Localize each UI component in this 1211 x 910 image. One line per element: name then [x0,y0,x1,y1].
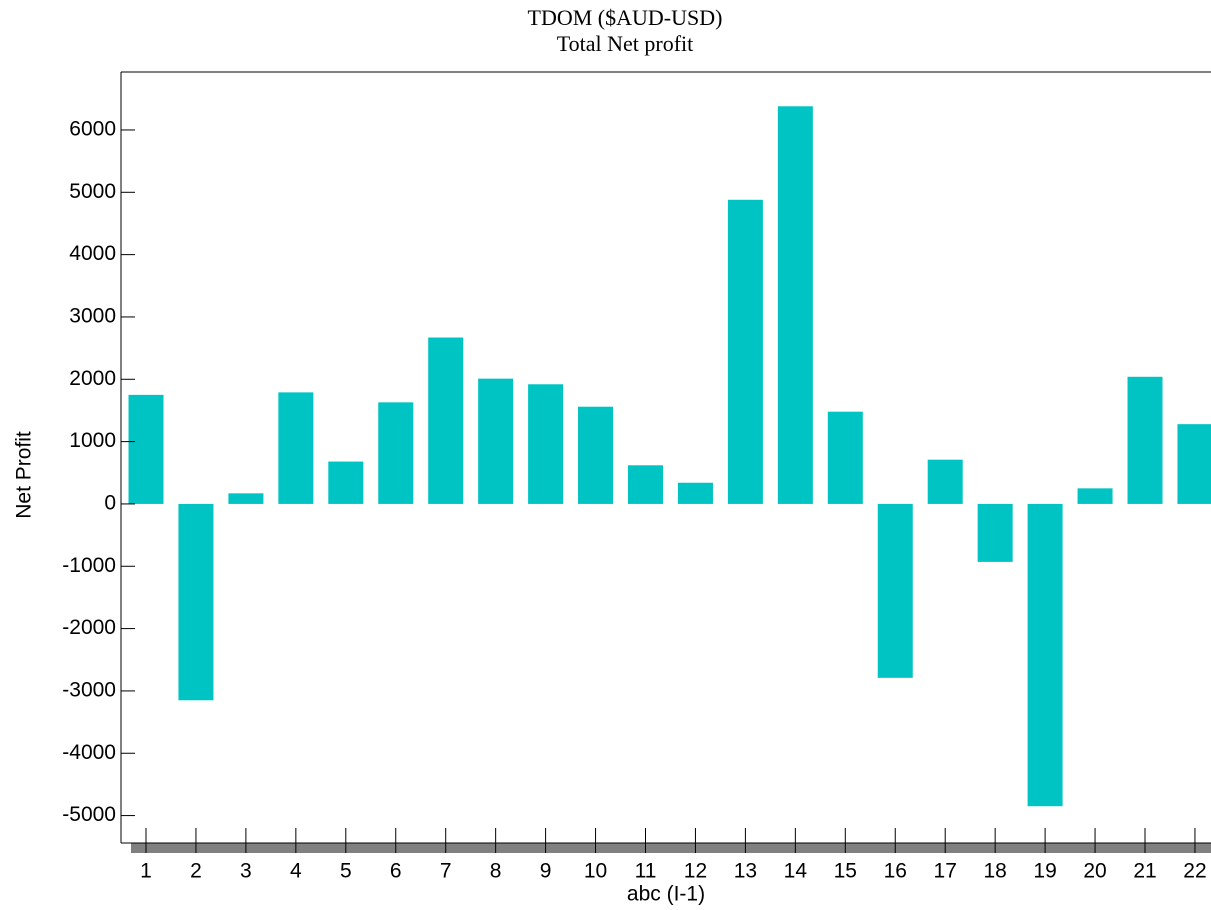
bar [378,402,414,504]
x-tick-label: 10 [584,860,607,883]
x-tick-label: 5 [340,860,352,883]
bar [777,106,813,504]
bar [727,199,763,504]
bar [178,503,214,701]
y-tick-label: -2000 [62,616,116,639]
x-tick-label: 9 [540,860,552,883]
bar [478,378,514,504]
x-tick-label: 4 [290,860,302,883]
y-tick-label: 5000 [69,180,116,203]
x-axis-title: abc (I-1) [627,883,705,906]
x-tick-label: 22 [1183,860,1206,883]
bar [628,465,663,504]
y-tick-label: 4000 [69,242,116,265]
plot-area [128,106,1211,807]
x-tick-label: 14 [784,860,808,883]
bar [927,459,963,504]
bar [428,337,464,504]
y-tick-label: -4000 [62,741,116,764]
chart-subtitle: Total Net profit [557,31,694,56]
bar [328,461,364,504]
y-tick-label: 1000 [69,429,116,452]
y-axis-title: Net Profit [13,431,36,519]
x-tick-label: 11 [635,860,657,883]
x-tick-label: 7 [440,860,452,883]
bar [1177,424,1211,504]
x-tick-label: 1 [140,860,152,883]
x-tick-label: 16 [884,860,907,883]
x-tick-label: 21 [1133,860,1156,883]
y-tick-label: -3000 [62,678,116,701]
bar [578,406,614,504]
y-tick-label: 2000 [69,367,116,390]
bar [1127,376,1163,504]
bar [827,411,863,504]
x-tick-label: 18 [983,860,1006,883]
x-tick-label: 20 [1083,860,1106,883]
y-tick-label: 6000 [69,118,116,141]
x-axis-bar [131,843,1211,853]
x-tick-label: 19 [1033,860,1056,883]
x-tick-label: 6 [390,860,402,883]
x-tick-label: 17 [934,860,957,883]
x-tick-label: 13 [734,860,757,883]
x-tick-label: 3 [240,860,252,883]
bar [977,503,1013,562]
bar [228,493,264,504]
x-tick-label: 2 [190,860,202,883]
y-tick-label: 0 [104,491,116,514]
chart-title: TDOM ($AUD-USD) [528,5,723,30]
bar [677,482,713,504]
bar [128,394,164,504]
bar [1027,503,1063,807]
x-tick-label: 8 [490,860,502,883]
bar [528,384,564,504]
bar [877,503,913,678]
bar [1077,488,1113,504]
y-tick-label: 3000 [69,304,116,327]
y-tick-label: -1000 [62,554,116,577]
y-tick-label: -5000 [62,803,116,826]
bar [278,392,314,504]
x-tick-label: 15 [834,860,857,883]
x-tick-label: 12 [684,860,707,883]
